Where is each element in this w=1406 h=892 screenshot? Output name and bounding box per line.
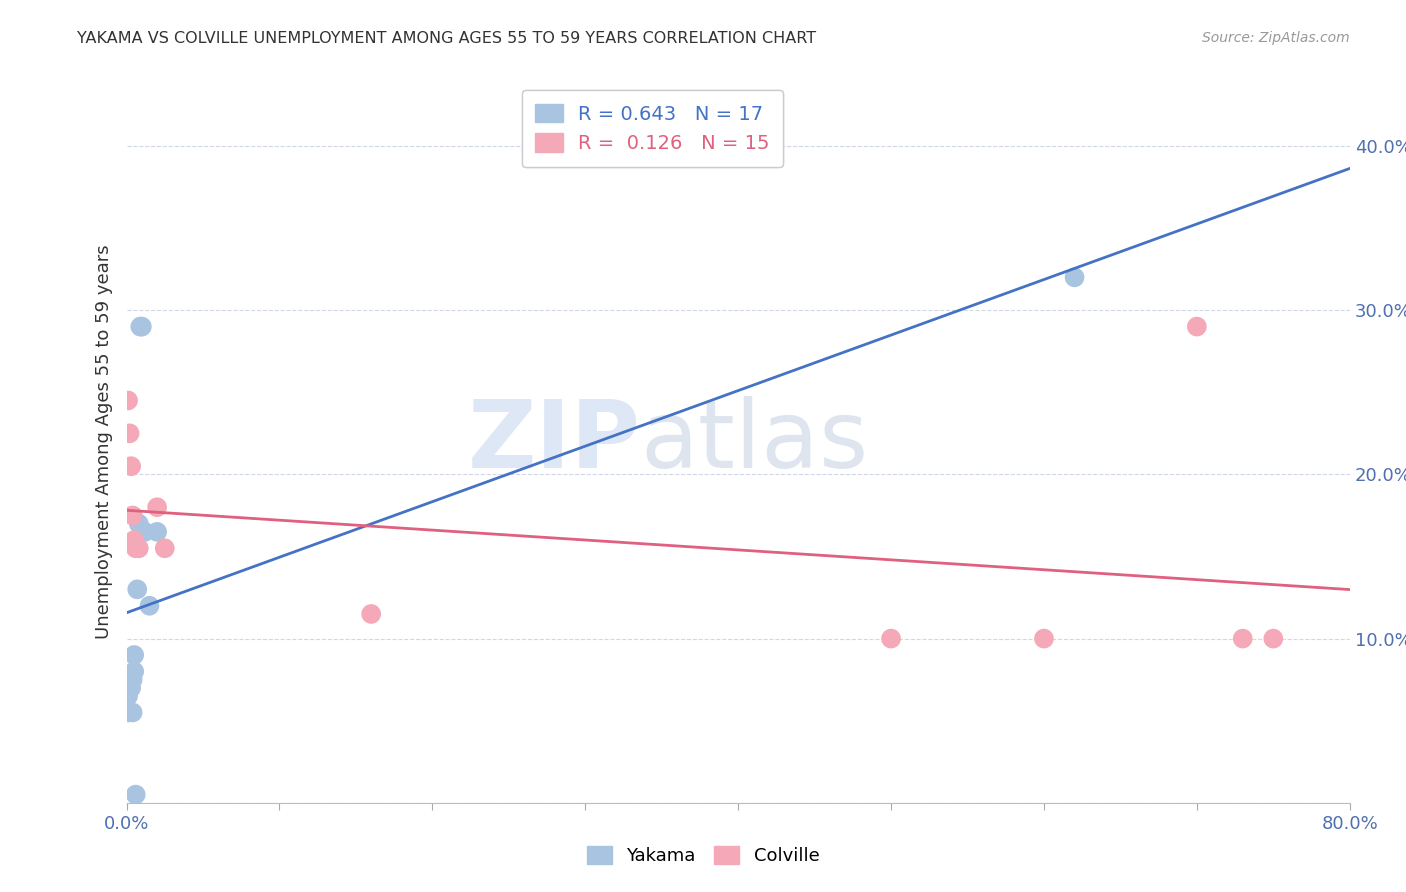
Point <box>118 681 141 695</box>
Text: atlas: atlas <box>640 395 869 488</box>
Point <box>146 500 169 515</box>
Point <box>122 665 145 679</box>
Point <box>121 508 143 523</box>
Point <box>146 524 169 539</box>
Point <box>125 788 148 802</box>
Legend: Yakama, Colville: Yakama, Colville <box>578 838 828 874</box>
Point <box>880 632 903 646</box>
Point <box>121 673 143 687</box>
Point <box>127 582 149 597</box>
Point <box>128 516 150 531</box>
Point <box>117 706 139 720</box>
Point <box>1185 319 1208 334</box>
Point <box>360 607 382 621</box>
Point <box>1063 270 1085 285</box>
Point <box>118 426 141 441</box>
Point <box>128 541 150 556</box>
Point <box>120 459 142 474</box>
Point <box>1232 632 1254 646</box>
Y-axis label: Unemployment Among Ages 55 to 59 years: Unemployment Among Ages 55 to 59 years <box>94 244 112 639</box>
Text: ZIP: ZIP <box>467 395 640 488</box>
Point <box>138 599 160 613</box>
Point <box>129 319 152 334</box>
Point <box>153 541 176 556</box>
Point <box>121 706 143 720</box>
Point <box>1263 632 1285 646</box>
Point <box>117 689 139 703</box>
Text: Source: ZipAtlas.com: Source: ZipAtlas.com <box>1202 31 1350 45</box>
Point <box>122 533 145 547</box>
Point <box>131 319 153 334</box>
Text: YAKAMA VS COLVILLE UNEMPLOYMENT AMONG AGES 55 TO 59 YEARS CORRELATION CHART: YAKAMA VS COLVILLE UNEMPLOYMENT AMONG AG… <box>77 31 817 46</box>
Point <box>125 541 148 556</box>
Point <box>117 393 139 408</box>
Legend: R = 0.643   N = 17, R =  0.126   N = 15: R = 0.643 N = 17, R = 0.126 N = 15 <box>522 90 783 167</box>
Point <box>134 524 156 539</box>
Point <box>1033 632 1056 646</box>
Point <box>122 648 145 662</box>
Point <box>120 681 142 695</box>
